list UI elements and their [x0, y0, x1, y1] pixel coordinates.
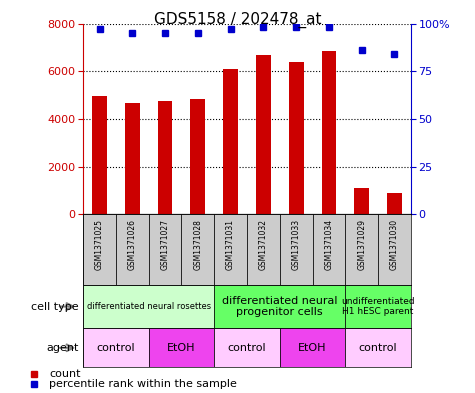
Text: EtOH: EtOH: [167, 343, 196, 353]
Bar: [345, 214, 378, 285]
Bar: [280, 214, 313, 285]
Bar: [83, 285, 214, 328]
Text: GSM1371032: GSM1371032: [259, 219, 268, 270]
Bar: [181, 214, 214, 285]
Text: cell type: cell type: [31, 301, 78, 312]
Bar: [190, 99, 205, 214]
Bar: [83, 214, 116, 285]
Bar: [158, 101, 172, 214]
Bar: [149, 214, 181, 285]
Text: percentile rank within the sample: percentile rank within the sample: [49, 379, 237, 389]
Bar: [83, 328, 149, 367]
Text: undifferentiated
H1 hESC parent: undifferentiated H1 hESC parent: [341, 297, 415, 316]
Text: GSM1371034: GSM1371034: [324, 219, 333, 270]
Text: control: control: [359, 343, 398, 353]
Text: control: control: [228, 343, 266, 353]
Text: GSM1371030: GSM1371030: [390, 219, 399, 270]
Text: GSM1371026: GSM1371026: [128, 219, 137, 270]
Bar: [280, 328, 345, 367]
Text: differentiated neural rosettes: differentiated neural rosettes: [86, 302, 211, 311]
Text: control: control: [96, 343, 135, 353]
Bar: [345, 328, 411, 367]
Text: GSM1371028: GSM1371028: [193, 219, 202, 270]
Text: EtOH: EtOH: [298, 343, 327, 353]
Text: GDS5158 / 202478_at: GDS5158 / 202478_at: [154, 12, 321, 28]
Text: GSM1371029: GSM1371029: [357, 219, 366, 270]
Bar: [387, 193, 402, 214]
Bar: [149, 328, 214, 367]
Bar: [322, 51, 336, 214]
Bar: [345, 285, 411, 328]
Bar: [116, 214, 149, 285]
Bar: [125, 103, 140, 214]
Bar: [223, 69, 238, 214]
Bar: [313, 214, 345, 285]
Text: GSM1371033: GSM1371033: [292, 219, 301, 270]
Bar: [214, 285, 345, 328]
Bar: [214, 214, 247, 285]
Bar: [214, 328, 280, 367]
Bar: [247, 214, 280, 285]
Text: differentiated neural
progenitor cells: differentiated neural progenitor cells: [222, 296, 338, 317]
Text: GSM1371025: GSM1371025: [95, 219, 104, 270]
Bar: [354, 188, 369, 214]
Bar: [289, 62, 304, 214]
Bar: [256, 55, 271, 214]
Bar: [378, 214, 411, 285]
Bar: [92, 96, 107, 214]
Text: GSM1371027: GSM1371027: [161, 219, 170, 270]
Text: agent: agent: [46, 343, 78, 353]
Text: count: count: [49, 369, 81, 378]
Text: GSM1371031: GSM1371031: [226, 219, 235, 270]
